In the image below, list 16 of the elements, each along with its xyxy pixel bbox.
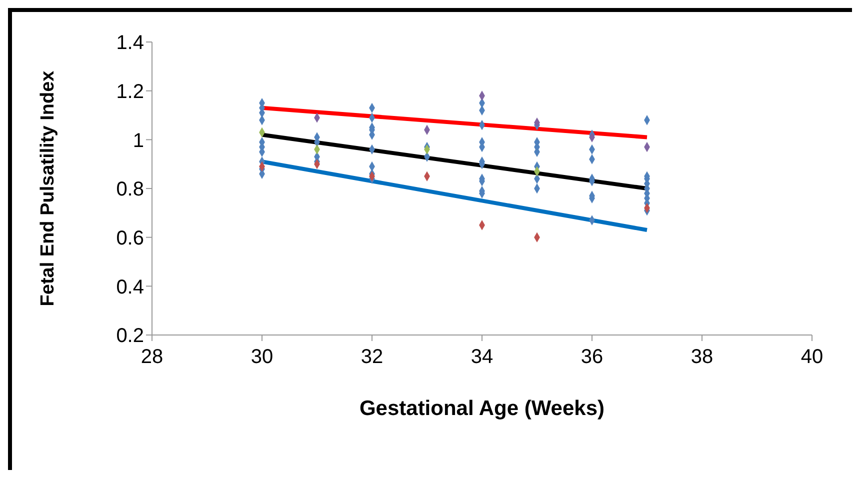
x-tick-label: 28 bbox=[140, 346, 164, 368]
y-tick-label: 0.8 bbox=[116, 178, 144, 201]
x-tick-label: 38 bbox=[690, 346, 714, 368]
x-tick-label: 34 bbox=[470, 346, 494, 368]
y-tick-label: 1 bbox=[132, 130, 144, 152]
y-tick-label: 0.2 bbox=[116, 325, 144, 348]
x-tick-label: 40 bbox=[800, 346, 824, 368]
x-tick-label: 36 bbox=[580, 346, 604, 368]
y-tick-label: 1.4 bbox=[116, 32, 144, 54]
y-tick-label: 0.6 bbox=[116, 227, 144, 250]
y-axis-title: Fetal End Pulsatility Index bbox=[38, 70, 59, 306]
y-tick-label: 1.2 bbox=[116, 80, 144, 103]
y-tick-label: 0.4 bbox=[116, 276, 144, 298]
x-tick-label: 32 bbox=[360, 346, 384, 368]
x-tick-label: 30 bbox=[250, 346, 274, 368]
x-axis-title: Gestational Age (Weeks) bbox=[359, 397, 605, 420]
